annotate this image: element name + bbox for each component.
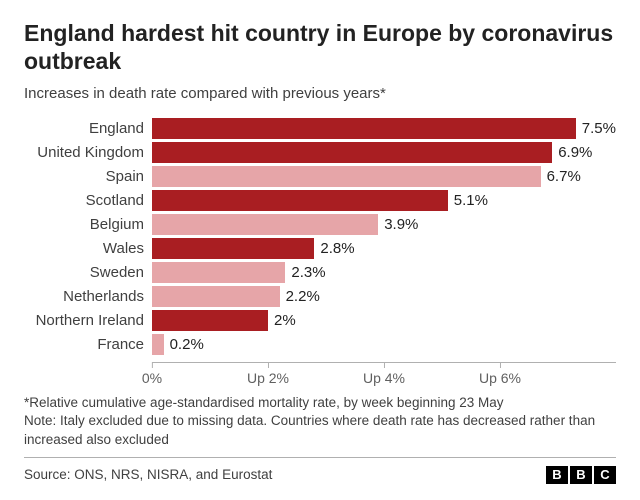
axis-tick: Up 2% — [247, 362, 289, 386]
value-label: 5.1% — [454, 192, 488, 209]
category-label: France — [24, 336, 152, 353]
bar-row: England 7.5% — [24, 116, 616, 140]
category-label: Netherlands — [24, 288, 152, 305]
value-label: 6.9% — [558, 144, 592, 161]
category-label: Northern Ireland — [24, 312, 152, 329]
bar-wrap: 6.7% — [152, 164, 616, 188]
divider — [24, 457, 616, 458]
category-label: Wales — [24, 240, 152, 257]
value-label: 2% — [274, 312, 296, 329]
bar-row: Northern Ireland 2% — [24, 308, 616, 332]
bar-wrap: 2.2% — [152, 284, 616, 308]
value-label: 2.2% — [286, 288, 320, 305]
bar — [152, 238, 314, 259]
category-label: Sweden — [24, 264, 152, 281]
category-label: Spain — [24, 168, 152, 185]
tick-label: 0% — [142, 370, 162, 386]
logo-block: B — [546, 466, 568, 484]
bar-wrap: 2.3% — [152, 260, 616, 284]
bbc-logo: BBC — [546, 466, 616, 484]
axis-tick: Up 6% — [479, 362, 521, 386]
chart-title: England hardest hit country in Europe by… — [24, 20, 616, 75]
x-axis: 0% Up 2% Up 4% Up 6% — [24, 362, 616, 388]
axis-tick: Up 4% — [363, 362, 405, 386]
tick-label: Up 6% — [479, 370, 521, 386]
footnote: *Relative cumulative age-standardised mo… — [24, 394, 616, 449]
bar — [152, 334, 164, 355]
category-label: United Kingdom — [24, 144, 152, 161]
bar — [152, 214, 378, 235]
bar-wrap: 2.8% — [152, 236, 616, 260]
bar — [152, 142, 552, 163]
value-label: 0.2% — [170, 336, 204, 353]
bar-wrap: 3.9% — [152, 212, 616, 236]
source-text: Source: ONS, NRS, NISRA, and Eurostat — [24, 467, 272, 482]
bar-row: Wales 2.8% — [24, 236, 616, 260]
logo-block: C — [594, 466, 616, 484]
bar-chart: England 7.5% United Kingdom 6.9% Spain 6.7% Sc… — [24, 116, 616, 356]
bar-row: France 0.2% — [24, 332, 616, 356]
bar — [152, 166, 541, 187]
bar-row: Belgium 3.9% — [24, 212, 616, 236]
bar — [152, 190, 448, 211]
category-label: Scotland — [24, 192, 152, 209]
bar-wrap: 2% — [152, 308, 616, 332]
value-label: 7.5% — [582, 120, 616, 137]
value-label: 3.9% — [384, 216, 418, 233]
category-label: Belgium — [24, 216, 152, 233]
value-label: 6.7% — [547, 168, 581, 185]
category-label: England — [24, 120, 152, 137]
bar-row: Spain 6.7% — [24, 164, 616, 188]
bar-wrap: 6.9% — [152, 140, 616, 164]
bar — [152, 310, 268, 331]
tick-label: Up 2% — [247, 370, 289, 386]
bar — [152, 286, 280, 307]
chart-subtitle: Increases in death rate compared with pr… — [24, 85, 616, 102]
logo-block: B — [570, 466, 592, 484]
value-label: 2.8% — [320, 240, 354, 257]
bottom-bar: Source: ONS, NRS, NISRA, and Eurostat BB… — [24, 466, 616, 484]
bar-row: United Kingdom 6.9% — [24, 140, 616, 164]
bar-row: Scotland 5.1% — [24, 188, 616, 212]
bar — [152, 262, 285, 283]
bar-row: Sweden 2.3% — [24, 260, 616, 284]
bar-wrap: 0.2% — [152, 332, 616, 356]
bar-wrap: 5.1% — [152, 188, 616, 212]
tick-label: Up 4% — [363, 370, 405, 386]
bar — [152, 118, 576, 139]
bar-wrap: 7.5% — [152, 116, 616, 140]
value-label: 2.3% — [291, 264, 325, 281]
axis-tick: 0% — [142, 362, 162, 386]
bar-row: Netherlands 2.2% — [24, 284, 616, 308]
